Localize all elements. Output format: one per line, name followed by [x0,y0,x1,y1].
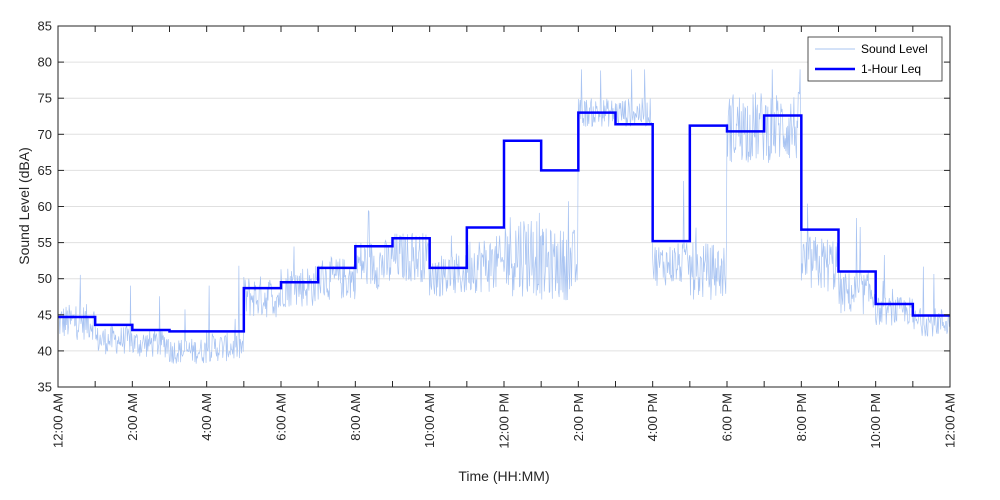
legend-label-sound-level: Sound Level [861,42,928,56]
x-tick-label: 8:00 PM [794,393,809,441]
y-tick-label: 40 [38,343,52,358]
x-tick-label: 12:00 AM [51,393,66,448]
y-tick-label: 80 [38,55,52,70]
legend: Sound Level 1-Hour Leq [807,36,943,82]
y-axis-ticks: 35 40 45 50 55 60 65 70 75 80 85 [38,19,950,395]
x-tick-label: 2:00 AM [125,393,140,441]
y-tick-label: 70 [38,127,52,142]
y-tick-label: 60 [38,199,52,214]
y-tick-label: 65 [38,163,52,178]
sound-level-line [57,69,951,364]
x-tick-label: 6:00 PM [720,393,735,441]
y-axis-title: Sound Level (dBA) [16,147,32,265]
x-axis-ticks: 12:00 AM 2:00 AM 4:00 AM 6:00 AM 8:00 AM 10:0… [51,26,958,449]
x-tick-label: 10:00 AM [422,393,437,448]
x-tick-label: 4:00 PM [645,393,660,441]
y-tick-label: 50 [38,271,52,286]
x-tick-label: 12:00 PM [497,393,512,449]
x-tick-label: 8:00 AM [348,393,363,441]
x-tick-label: 12:00 AM [943,393,958,448]
y-tick-label: 55 [38,235,52,250]
leq-step-line [58,111,950,333]
legend-label-leq: 1-Hour Leq [861,62,921,76]
x-tick-label: 2:00 PM [571,393,586,441]
leq-series [58,111,950,333]
y-tick-label: 35 [38,380,52,395]
y-tick-label: 85 [38,19,52,34]
x-tick-label: 10:00 PM [868,393,883,449]
y-tick-label: 75 [38,91,52,106]
x-axis-title: Time (HH:MM) [458,468,549,484]
legend-box [807,36,943,82]
sound-level-series [57,69,951,364]
x-tick-label: 6:00 AM [274,393,289,441]
y-tick-label: 45 [38,307,52,322]
x-tick-label: 4:00 AM [199,393,214,441]
